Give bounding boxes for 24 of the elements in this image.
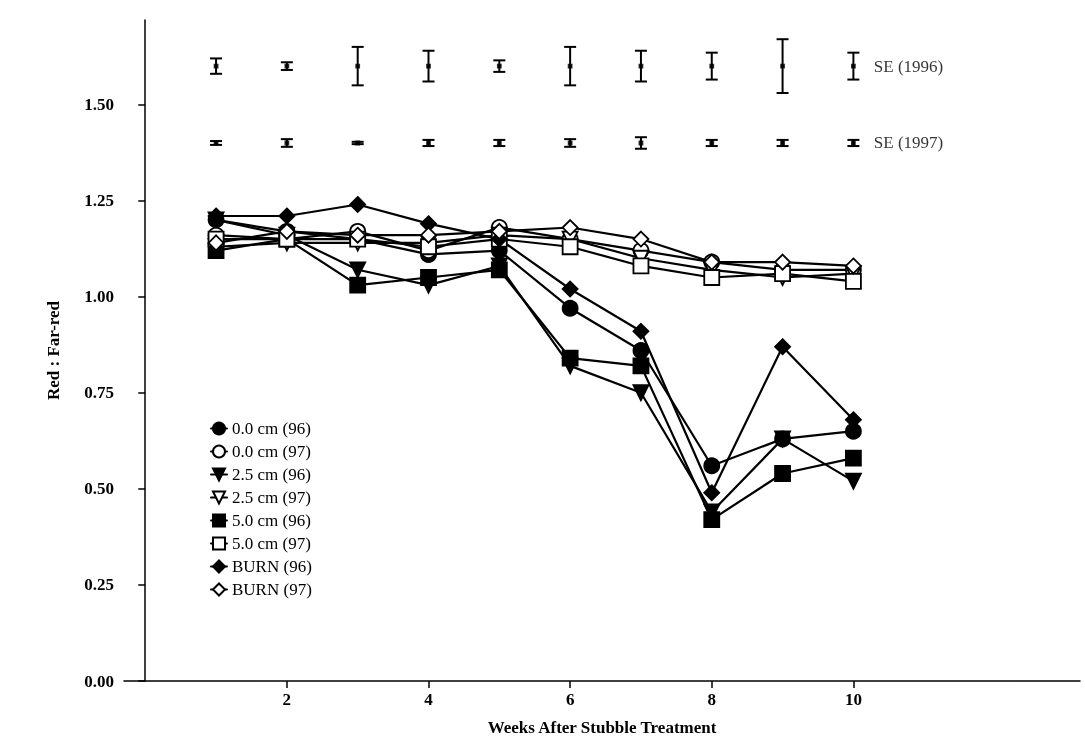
y-tick-label: 0.50	[84, 479, 114, 499]
x-tick-label: 10	[844, 690, 862, 709]
legend-label: BURN (96)	[232, 557, 312, 576]
x-tick-label: 6	[565, 690, 575, 709]
y-tick-label: 1.25	[84, 191, 114, 211]
y-tick-label: 1.50	[84, 95, 114, 115]
legend-label: 5.0 cm (97)	[232, 534, 311, 553]
x-tick-label: 8	[707, 690, 717, 709]
x-tick-label: 2	[282, 690, 292, 709]
legend-label: 5.0 cm (96)	[232, 511, 311, 530]
series-label: SE (1996)	[873, 56, 944, 76]
y-tick-label: 0.75	[84, 383, 114, 403]
legend-label: 2.5 cm (96)	[232, 465, 311, 484]
y-tick-label: 1.00	[84, 287, 114, 307]
y-tick-label: 0.25	[84, 575, 114, 595]
x-tick-label: 4	[424, 690, 434, 709]
legend-label: 2.5 cm (97)	[232, 488, 311, 507]
legend-label: BURN (97)	[232, 580, 312, 599]
series-label: SE (1997)	[873, 133, 944, 153]
legend-label: 0.0 cm (96)	[232, 419, 311, 438]
legend-label: 0.0 cm (97)	[232, 442, 311, 461]
y-axis-title: Red : Far-red	[44, 300, 63, 401]
x-axis-title: Weeks After Stubble Treatment	[487, 718, 717, 737]
y-tick-label: 0.00	[84, 671, 114, 691]
